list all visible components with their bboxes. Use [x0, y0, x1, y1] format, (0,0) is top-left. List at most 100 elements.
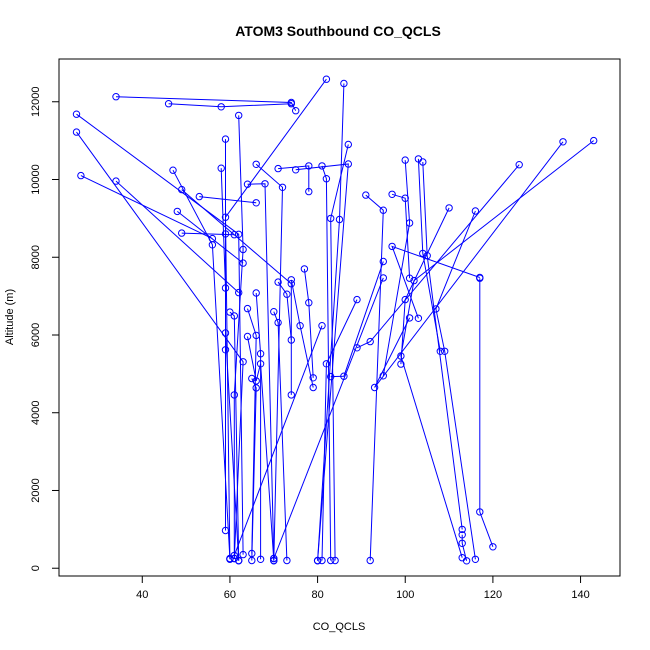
data-point	[243, 180, 252, 188]
data-point	[405, 314, 414, 322]
series-0	[112, 93, 300, 115]
data-point	[489, 543, 497, 551]
data-point	[230, 551, 239, 560]
series-7	[313, 79, 348, 565]
y-tick-label: 8000	[30, 245, 42, 269]
data-point	[252, 199, 260, 207]
x-tick-label: 100	[396, 589, 414, 601]
x-axis-label: CO_QCLS	[313, 621, 366, 633]
series-line	[255, 163, 284, 561]
series-40	[300, 265, 317, 382]
data-point	[353, 295, 361, 304]
data-point	[318, 322, 326, 330]
y-tick-label: 6000	[30, 323, 42, 347]
data-point	[309, 374, 317, 382]
series-line	[229, 311, 240, 561]
series-line	[181, 232, 235, 236]
data-point	[445, 204, 453, 212]
data-point	[243, 304, 252, 313]
data-point	[72, 128, 81, 136]
data-point	[195, 192, 204, 201]
series-line	[76, 113, 244, 555]
data-point	[252, 289, 260, 297]
series-line	[115, 180, 240, 293]
series-4	[77, 171, 217, 243]
data-point	[256, 555, 265, 563]
data-point	[72, 110, 81, 118]
data-point	[370, 383, 379, 392]
data-point	[248, 374, 256, 383]
series-11	[169, 166, 234, 563]
data-point	[221, 329, 230, 337]
x-tick-label: 40	[136, 589, 148, 601]
data-point	[322, 360, 331, 368]
data-point	[388, 190, 396, 199]
series-35	[318, 295, 361, 565]
data-point	[274, 318, 282, 327]
series-line	[247, 183, 275, 559]
x-tick-label: 60	[224, 589, 236, 601]
series-line	[374, 141, 564, 388]
series-line	[391, 245, 480, 319]
data-point	[270, 554, 278, 563]
data-point	[419, 158, 427, 166]
data-point	[515, 161, 523, 169]
series-line	[273, 277, 384, 559]
series-31	[432, 207, 480, 563]
data-point	[239, 550, 247, 559]
series-line	[295, 163, 349, 561]
series-line	[382, 160, 411, 376]
y-tick-label: 4000	[30, 400, 42, 424]
data-point	[274, 278, 282, 286]
data-point	[239, 245, 247, 254]
data-point	[230, 231, 239, 239]
series-line	[417, 158, 441, 352]
data-point	[274, 164, 282, 173]
data-point	[217, 164, 225, 172]
series-45	[458, 531, 471, 565]
series-line	[172, 169, 231, 559]
data-point	[366, 556, 374, 565]
series-line	[233, 325, 323, 556]
series-line	[80, 175, 213, 240]
series-26	[388, 190, 414, 282]
data-point	[318, 162, 326, 170]
data-point	[243, 332, 252, 341]
series-37	[270, 308, 291, 565]
data-point	[287, 336, 295, 344]
data-point	[221, 346, 230, 354]
data-point	[414, 314, 423, 322]
series-line	[168, 103, 292, 108]
series-layer	[72, 75, 598, 565]
data-point	[327, 556, 335, 565]
data-point	[235, 230, 243, 239]
series-line	[115, 96, 297, 111]
data-point	[221, 135, 230, 143]
data-point	[462, 557, 471, 565]
series-line	[220, 168, 240, 561]
series-30	[397, 136, 598, 562]
data-point	[432, 305, 440, 313]
x-tick-label: 80	[311, 589, 323, 601]
data-point	[287, 391, 295, 399]
series-line	[181, 189, 292, 395]
data-point	[388, 242, 396, 251]
data-point	[309, 383, 317, 392]
data-point	[239, 358, 247, 366]
data-point	[322, 75, 331, 83]
data-point	[252, 384, 260, 392]
series-line	[365, 194, 384, 561]
data-point	[419, 249, 427, 258]
data-point	[327, 214, 335, 223]
series-line	[356, 164, 520, 349]
series-23	[379, 156, 414, 380]
data-point	[313, 556, 322, 565]
data-point	[476, 508, 484, 516]
series-18	[274, 162, 313, 196]
data-point	[287, 276, 295, 284]
data-point	[397, 360, 405, 368]
data-point	[397, 352, 405, 360]
series-47	[270, 274, 387, 563]
data-point	[164, 100, 173, 108]
data-point	[296, 322, 304, 330]
